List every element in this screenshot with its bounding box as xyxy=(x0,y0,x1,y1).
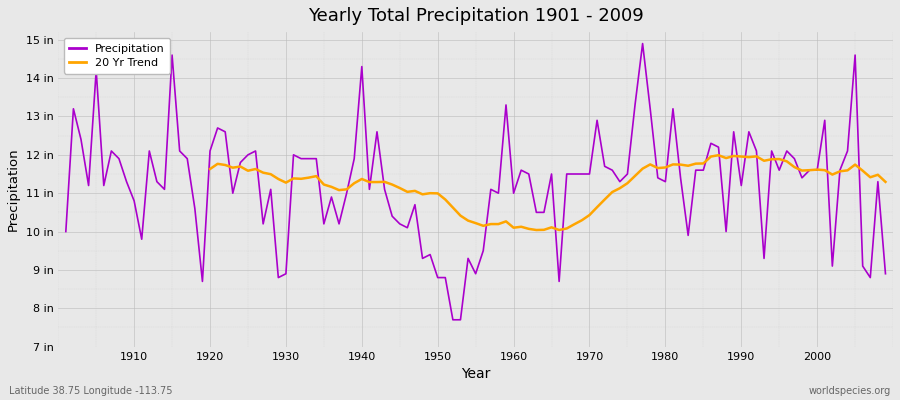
20 Yr Trend xyxy=(796,168,807,173)
Text: worldspecies.org: worldspecies.org xyxy=(809,386,891,396)
Precipitation xyxy=(122,179,132,184)
Precipitation xyxy=(607,168,617,172)
Text: Latitude 38.75 Longitude -113.75: Latitude 38.75 Longitude -113.75 xyxy=(9,386,173,396)
X-axis label: Year: Year xyxy=(461,367,491,381)
Precipitation xyxy=(60,229,71,234)
20 Yr Trend xyxy=(683,163,694,168)
20 Yr Trend xyxy=(204,167,215,172)
20 Yr Trend xyxy=(713,153,724,158)
20 Yr Trend xyxy=(781,159,792,164)
Precipitation xyxy=(880,271,891,276)
Precipitation xyxy=(516,168,526,172)
Precipitation xyxy=(637,41,648,46)
20 Yr Trend xyxy=(880,180,891,184)
20 Yr Trend xyxy=(531,228,542,232)
Precipitation xyxy=(334,222,345,226)
Precipitation xyxy=(447,317,458,322)
Y-axis label: Precipitation: Precipitation xyxy=(7,148,20,231)
20 Yr Trend xyxy=(410,188,420,193)
Legend: Precipitation, 20 Yr Trend: Precipitation, 20 Yr Trend xyxy=(64,38,170,74)
Precipitation xyxy=(288,152,299,157)
20 Yr Trend xyxy=(865,175,876,180)
Precipitation xyxy=(508,191,519,196)
Line: Precipitation: Precipitation xyxy=(66,44,886,320)
Title: Yearly Total Precipitation 1901 - 2009: Yearly Total Precipitation 1901 - 2009 xyxy=(308,7,644,25)
20 Yr Trend xyxy=(296,176,307,181)
Line: 20 Yr Trend: 20 Yr Trend xyxy=(210,155,886,230)
